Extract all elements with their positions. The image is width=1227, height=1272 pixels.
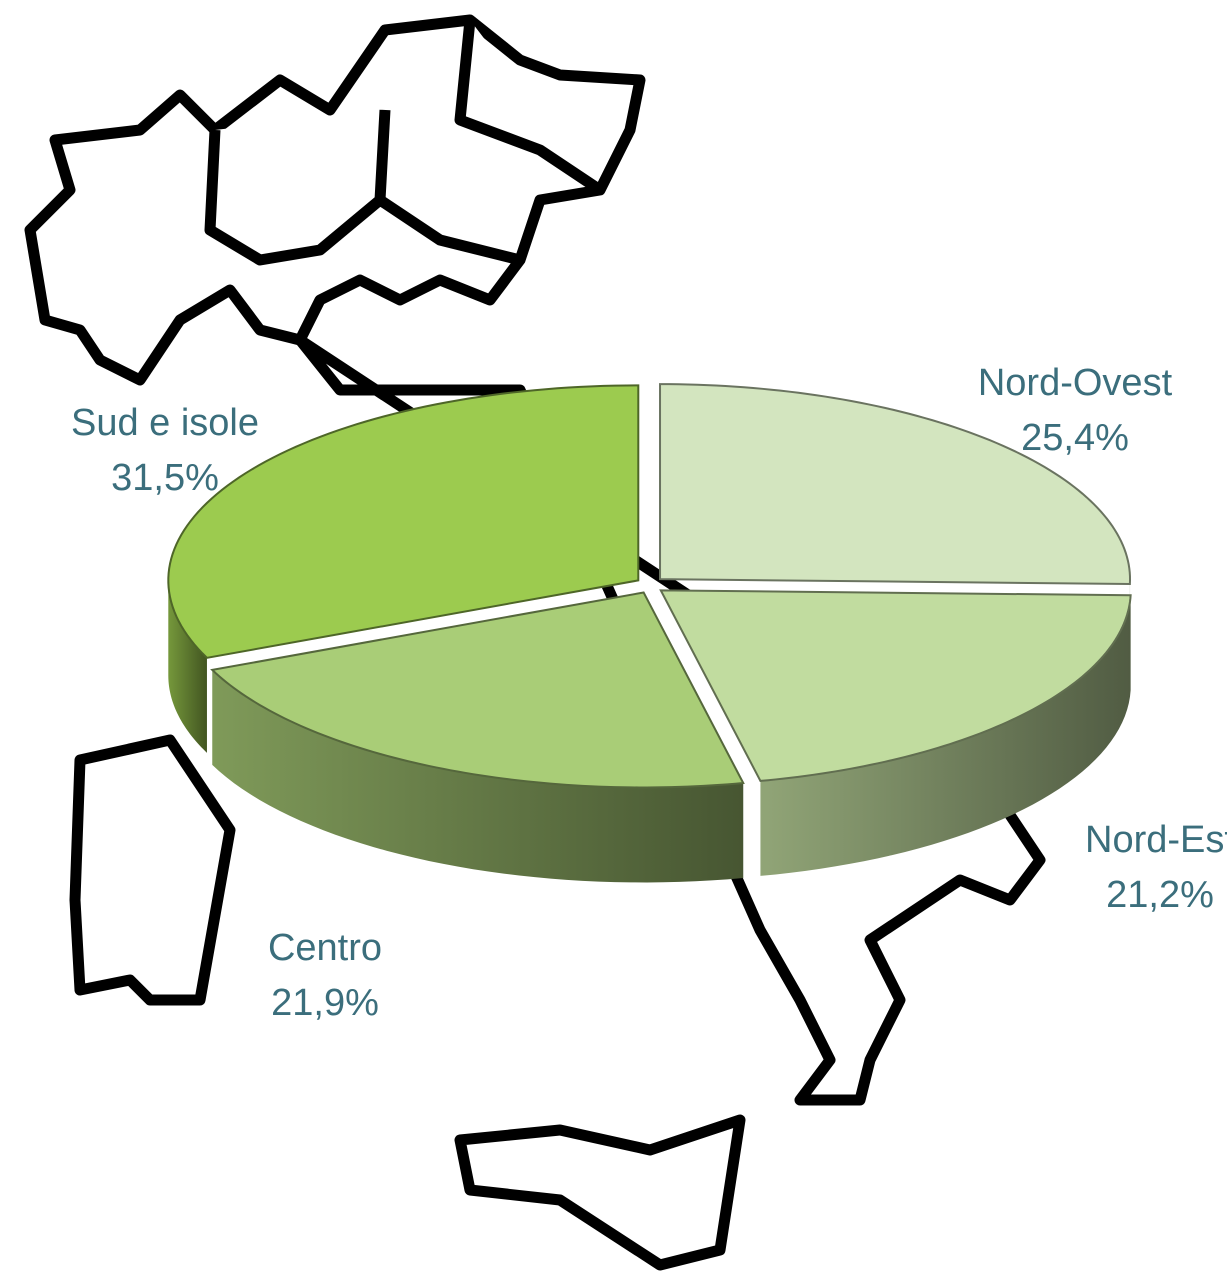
slice-label: Sud e isole <box>71 402 259 444</box>
slice-side <box>168 580 207 753</box>
slice-value-label: 25,4% <box>1021 417 1129 459</box>
slice-side <box>212 669 744 883</box>
slice-value-label: 21,2% <box>1106 874 1214 916</box>
map-sardinia <box>69 734 236 1006</box>
slice-value-label: 21,9% <box>271 982 379 1024</box>
slice-label: Centro <box>268 927 382 969</box>
map-regions <box>204 19 604 266</box>
slice <box>167 384 640 659</box>
slice <box>659 589 1132 782</box>
slice <box>659 383 1132 586</box>
slice-label: Nord-Ovest <box>978 362 1173 404</box>
slice-label: Nord-Est <box>1085 819 1227 861</box>
slice-side <box>760 595 1131 876</box>
pie-tops <box>167 383 1132 789</box>
slice-value-label: 31,5% <box>111 457 219 499</box>
map-sicily <box>454 1114 746 1271</box>
slice <box>210 591 745 789</box>
